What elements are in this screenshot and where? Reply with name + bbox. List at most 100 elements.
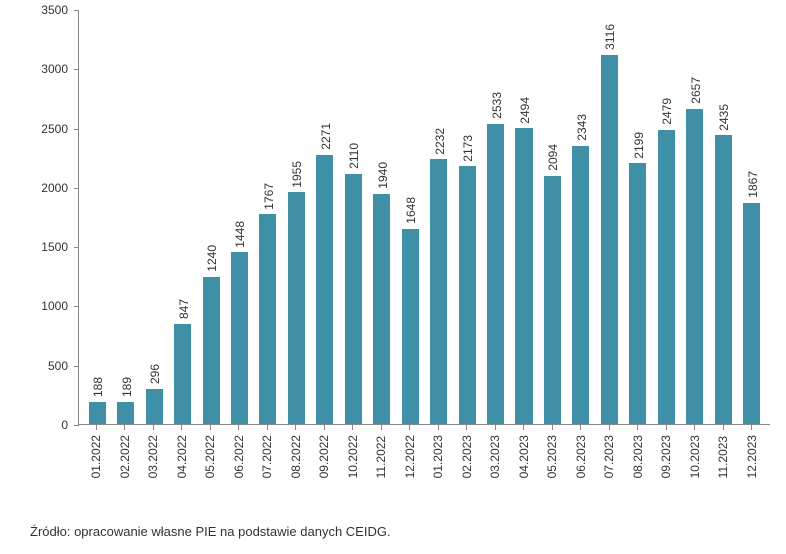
bar <box>316 155 333 424</box>
x-label-group: 10.2023 <box>681 430 710 478</box>
bar-value-label: 1940 <box>376 162 390 189</box>
bar-value-label: 847 <box>177 299 191 319</box>
bar <box>686 109 703 424</box>
bar <box>572 146 589 424</box>
bar-group: 847 <box>168 10 196 424</box>
x-tick-label: 03.2022 <box>146 435 160 478</box>
bar <box>373 194 390 424</box>
y-tick-label: 1000 <box>41 299 68 313</box>
x-label-group: 01.2022 <box>82 430 111 478</box>
x-tick-mark <box>466 425 467 430</box>
y-tick-label: 2000 <box>41 181 68 195</box>
x-label-group: 08.2023 <box>624 430 653 478</box>
bar-group: 2494 <box>510 10 538 424</box>
x-label-group: 01.2023 <box>424 430 453 478</box>
bar-value-label: 2271 <box>319 123 333 150</box>
x-tick-label: 04.2023 <box>517 435 531 478</box>
x-tick-label: 12.2022 <box>403 435 417 478</box>
bar <box>203 277 220 424</box>
bar-value-label: 1240 <box>205 245 219 272</box>
x-label-group: 11.2022 <box>367 430 396 478</box>
bar-value-label: 2232 <box>433 128 447 155</box>
x-label-group: 09.2023 <box>652 430 681 478</box>
bar-value-label: 2173 <box>461 135 475 162</box>
bar <box>402 229 419 424</box>
y-tick-label: 1500 <box>41 240 68 254</box>
bar-group: 2657 <box>681 10 709 424</box>
bar-value-label: 2479 <box>660 98 674 125</box>
bar <box>544 176 561 424</box>
x-label-group: 12.2022 <box>396 430 425 478</box>
y-tick-label: 0 <box>61 418 68 432</box>
bar-value-label: 189 <box>120 377 134 397</box>
x-tick-label: 08.2022 <box>289 435 303 478</box>
bar <box>515 128 532 424</box>
source-text: Źródło: opracowanie własne PIE na podsta… <box>30 524 391 539</box>
x-tick-label: 08.2023 <box>631 435 645 478</box>
bar <box>487 124 504 424</box>
bar <box>259 214 276 424</box>
x-tick-mark <box>267 425 268 430</box>
bar-group: 2232 <box>424 10 452 424</box>
x-tick-label: 10.2022 <box>346 435 360 478</box>
x-tick-mark <box>409 425 410 430</box>
x-tick-label: 11.2022 <box>374 435 388 478</box>
y-axis: 0500100015002000250030003500 <box>30 10 78 425</box>
y-tick-mark <box>74 425 79 426</box>
x-tick-label: 04.2022 <box>175 435 189 478</box>
x-tick-label: 10.2023 <box>688 435 702 478</box>
x-label-group: 04.2023 <box>510 430 539 478</box>
x-label-group: 03.2022 <box>139 430 168 478</box>
bars-area: 1881892968471240144817671955227121101940… <box>79 10 770 424</box>
bar <box>459 166 476 424</box>
y-tick-mark <box>74 247 79 248</box>
bar-value-label: 2199 <box>632 132 646 159</box>
x-label-group: 02.2023 <box>453 430 482 478</box>
x-label-group: 02.2022 <box>111 430 140 478</box>
bar-value-label: 2435 <box>717 104 731 131</box>
y-tick-mark <box>74 10 79 11</box>
bar <box>89 402 106 424</box>
bar-group: 1767 <box>254 10 282 424</box>
x-tick-mark <box>124 425 125 430</box>
bar-value-label: 2110 <box>347 143 361 169</box>
x-tick-mark <box>495 425 496 430</box>
bar-group: 2343 <box>567 10 595 424</box>
x-tick-mark <box>238 425 239 430</box>
x-tick-mark <box>580 425 581 430</box>
bar-group: 2479 <box>652 10 680 424</box>
bar-value-label: 296 <box>148 364 162 384</box>
bar <box>288 192 305 424</box>
x-label-group: 05.2022 <box>196 430 225 478</box>
bar-group: 2435 <box>709 10 737 424</box>
bar-group: 2094 <box>538 10 566 424</box>
x-axis-labels: 01.202202.2022 03.2022 04.2022 05.2022 06.20… <box>78 430 770 478</box>
plot-area: 1881892968471240144817671955227121101940… <box>78 10 770 425</box>
bar-group: 1940 <box>368 10 396 424</box>
x-tick-label: 07.2023 <box>602 435 616 478</box>
bar-value-label: 1648 <box>404 197 418 224</box>
bar-value-label: 2343 <box>575 114 589 141</box>
x-tick-label: 06.2022 <box>232 435 246 478</box>
bar-value-label: 2533 <box>490 92 504 119</box>
x-label-group: 04.2022 <box>168 430 197 478</box>
x-label-group: 07.2022 <box>253 430 282 478</box>
bar-value-label: 1448 <box>233 221 247 248</box>
bar-value-label: 188 <box>91 377 105 397</box>
bar-group: 1448 <box>225 10 253 424</box>
bar-value-label: 2094 <box>546 144 560 171</box>
y-tick-label: 3000 <box>41 62 68 76</box>
x-tick-mark <box>666 425 667 430</box>
x-tick-label: 01.2023 <box>431 435 445 478</box>
bar-value-label: 1867 <box>746 171 760 198</box>
x-tick-label: 05.2022 <box>203 435 217 478</box>
x-label-group: 06.2023 <box>567 430 596 478</box>
bar-group: 1648 <box>396 10 424 424</box>
bar-group: 1240 <box>197 10 225 424</box>
bar <box>430 159 447 424</box>
bar-value-label: 2494 <box>518 97 532 124</box>
bar <box>743 203 760 424</box>
x-label-group: 08.2022 <box>282 430 311 478</box>
x-tick-mark <box>523 425 524 430</box>
bar <box>231 252 248 424</box>
